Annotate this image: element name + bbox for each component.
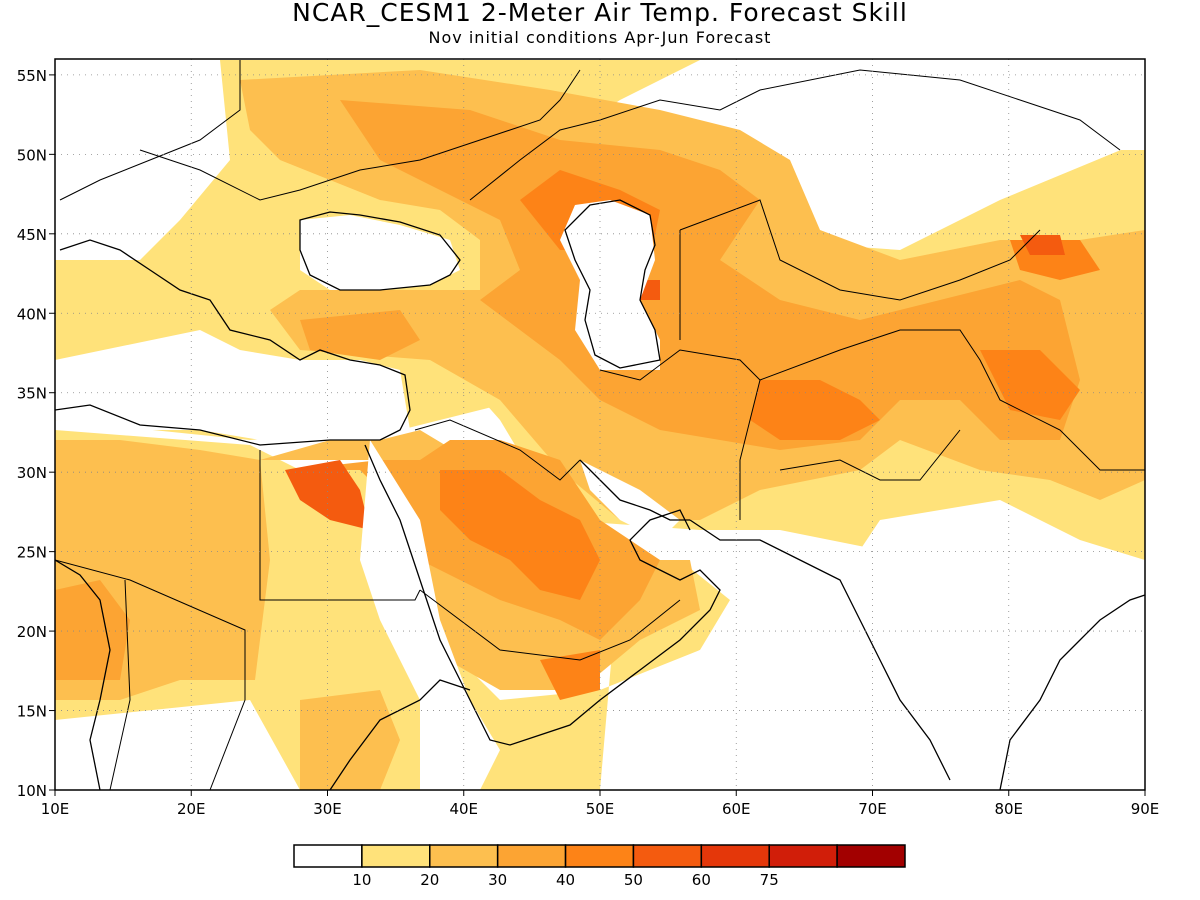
lon-tick-label: 90E <box>1131 800 1160 818</box>
skill-contour-30 <box>55 580 130 680</box>
colorbar-swatch <box>293 844 363 868</box>
chart-subtitle: Nov initial conditions Apr-Jun Forecast <box>428 28 772 47</box>
colorbar-swatch <box>361 844 431 868</box>
lon-tick-label: 40E <box>449 800 478 818</box>
colorbar-swatch <box>429 844 499 868</box>
coastline <box>999 594 1145 790</box>
coastline <box>55 239 411 446</box>
lat-tick-label: 25N <box>17 544 47 562</box>
black-sea <box>300 215 460 290</box>
lat-tick-labels: 10N 15N 20N 25N 30N 35N 40N 45N 50N 55N <box>17 67 55 800</box>
coastline <box>564 199 661 369</box>
lat-tick-label: 45N <box>17 226 47 244</box>
skill-contour-20 <box>300 690 400 790</box>
lat-tick-label: 10N <box>17 782 47 800</box>
lat-tick-label: 40N <box>17 305 47 323</box>
kazakh-steppe <box>740 60 1145 200</box>
coastline <box>579 459 690 521</box>
coastline <box>329 679 471 790</box>
border <box>55 559 246 790</box>
lat-tick-label: 35N <box>17 385 47 403</box>
border <box>679 199 1041 301</box>
border <box>469 69 1121 201</box>
coastline <box>299 211 461 291</box>
skill-contour-40 <box>440 470 600 600</box>
colorbar-swatch <box>632 844 703 868</box>
colorbar-label: 40 <box>556 871 575 889</box>
skill-contour-50 <box>285 460 370 530</box>
lat-tick-label: 50N <box>17 146 47 164</box>
lon-tick-label: 20E <box>177 800 206 818</box>
colorbar-swatch <box>836 844 906 868</box>
colorbar-swatch <box>768 844 838 868</box>
border <box>599 349 761 520</box>
colorbar-label: 50 <box>624 871 643 889</box>
border <box>139 69 581 201</box>
lon-tick-labels: 10E 20E 30E 40E 50E 60E 70E 80E 90E <box>41 790 1160 818</box>
coastline <box>689 519 951 781</box>
no-skill-areas <box>55 60 1145 790</box>
border <box>759 329 1145 471</box>
border <box>59 60 241 201</box>
lon-tick-label: 80E <box>994 800 1023 818</box>
coastline <box>364 444 721 746</box>
colorbar-swatch <box>496 844 567 868</box>
border <box>779 429 961 481</box>
europe-northwest <box>55 60 230 260</box>
skill-contour-30 <box>340 100 1080 450</box>
lon-tick-label: 50E <box>586 800 615 818</box>
chart-title: NCAR_CESM1 2-Meter Air Temp. Forecast Sk… <box>292 0 908 27</box>
lon-tick-label: 10E <box>41 800 70 818</box>
colorbar-swatch <box>700 844 770 868</box>
colorbar-label: 10 <box>352 871 371 889</box>
border <box>414 419 581 481</box>
mediterranean-sea <box>55 330 410 440</box>
colorbar-label: 30 <box>488 871 507 889</box>
colorbar-label: 20 <box>420 871 439 889</box>
colorbar-label: 60 <box>692 871 711 889</box>
coastlines <box>55 199 1145 790</box>
colorbar-label: 75 <box>760 871 779 889</box>
lat-tick-label: 15N <box>17 703 47 721</box>
arabian-sea-coast <box>620 620 740 790</box>
skill-contour-30 <box>300 310 420 360</box>
lat-tick-label: 20N <box>17 623 47 641</box>
border <box>109 579 131 790</box>
persian-gulf <box>580 460 680 540</box>
coastline <box>55 559 111 790</box>
colorbar-swatch <box>564 844 635 868</box>
skill-contour-50 <box>1020 235 1065 255</box>
caspian-sea <box>560 200 660 370</box>
lat-tick-label: 55N <box>17 67 47 85</box>
border <box>259 450 421 601</box>
india-region <box>740 500 1145 790</box>
borders <box>55 60 1145 790</box>
lon-tick-label: 60E <box>722 800 751 818</box>
skill-contour-40 <box>540 650 600 700</box>
lat-tick-label: 30N <box>17 464 47 482</box>
lon-tick-label: 30E <box>313 800 342 818</box>
skill-contour-40 <box>750 380 880 440</box>
lon-tick-label: 70E <box>858 800 887 818</box>
skill-contour-40 <box>980 350 1080 420</box>
red-sea-nile <box>360 440 500 790</box>
border <box>419 589 681 661</box>
